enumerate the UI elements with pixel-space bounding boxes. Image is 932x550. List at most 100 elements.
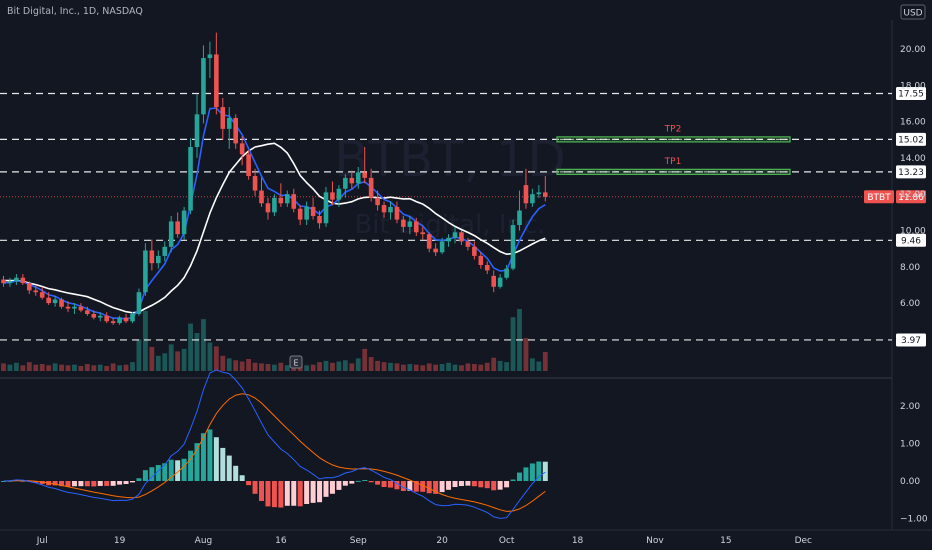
candle-body[interactable]: [272, 197, 277, 213]
candle-body[interactable]: [175, 221, 180, 235]
candle-body[interactable]: [510, 225, 516, 269]
candle-body[interactable]: [156, 255, 161, 264]
candle-body[interactable]: [65, 306, 71, 309]
candle-body[interactable]: [72, 306, 77, 309]
price-level-tag: [896, 333, 926, 347]
candle-body[interactable]: [252, 176, 258, 191]
candle-body[interactable]: [214, 54, 219, 108]
candle-body[interactable]: [330, 192, 335, 200]
candle-body[interactable]: [130, 313, 135, 322]
events-marker-label[interactable]: E: [293, 359, 298, 368]
candle-body[interactable]: [484, 264, 490, 271]
candle-body[interactable]: [188, 147, 193, 211]
candle-body[interactable]: [343, 177, 348, 189]
candle-body[interactable]: [20, 277, 26, 284]
volume-bar: [78, 365, 84, 371]
candle-body[interactable]: [355, 172, 361, 184]
candle-body[interactable]: [201, 58, 206, 115]
candle-body[interactable]: [46, 297, 51, 304]
candle-body[interactable]: [394, 206, 400, 220]
candle-body[interactable]: [168, 221, 174, 247]
candle-body[interactable]: [420, 232, 426, 235]
candle-body[interactable]: [388, 206, 393, 213]
candle-body[interactable]: [323, 192, 329, 224]
volume-bar: [362, 348, 368, 371]
events-marker[interactable]: [289, 355, 303, 369]
candle-body[interactable]: [233, 117, 238, 144]
candle-body[interactable]: [414, 221, 419, 233]
candle-body[interactable]: [194, 114, 200, 148]
candle-body[interactable]: [239, 143, 245, 155]
currency-box[interactable]: [900, 4, 926, 20]
candle-body[interactable]: [297, 208, 303, 220]
candle-body[interactable]: [504, 268, 509, 278]
candle-body[interactable]: [426, 234, 432, 249]
candle-body[interactable]: [181, 210, 187, 235]
candle-body[interactable]: [110, 321, 116, 324]
candle-body[interactable]: [349, 177, 355, 184]
target-zone[interactable]: [556, 168, 791, 176]
candle-body[interactable]: [530, 194, 535, 204]
candle-body[interactable]: [336, 188, 342, 200]
candle-body[interactable]: [91, 313, 97, 318]
candle-body[interactable]: [14, 277, 19, 282]
candle-body[interactable]: [478, 255, 484, 265]
candle-body[interactable]: [536, 192, 542, 195]
candle-body[interactable]: [517, 210, 522, 226]
candle-body[interactable]: [439, 241, 445, 253]
candle-body[interactable]: [459, 232, 464, 242]
candle-body[interactable]: [220, 107, 226, 129]
currency-label[interactable]: USD: [903, 9, 922, 19]
candle-body[interactable]: [368, 177, 374, 198]
candle-body[interactable]: [1, 279, 6, 284]
target-zone[interactable]: [556, 136, 791, 143]
candle-body[interactable]: [52, 299, 58, 304]
macd-histogram-bar: [536, 461, 542, 481]
candle-body[interactable]: [362, 172, 367, 178]
candle-body[interactable]: [401, 219, 406, 227]
candle-body[interactable]: [136, 292, 142, 314]
candle-body[interactable]: [39, 292, 45, 298]
candle-body[interactable]: [27, 283, 32, 291]
candle-body[interactable]: [278, 197, 284, 204]
candle-body[interactable]: [59, 299, 64, 307]
candle-body[interactable]: [162, 246, 168, 256]
candle-body[interactable]: [259, 190, 264, 204]
candle-body[interactable]: [310, 206, 316, 216]
candle-body[interactable]: [246, 154, 251, 177]
candle-body[interactable]: [117, 317, 122, 324]
candle-body[interactable]: [7, 281, 13, 284]
candle-body[interactable]: [523, 185, 529, 204]
candle-body[interactable]: [407, 221, 413, 227]
candle-body[interactable]: [317, 215, 322, 224]
candle-body[interactable]: [285, 194, 290, 204]
candle-body[interactable]: [304, 206, 309, 220]
candle-body[interactable]: [375, 197, 380, 206]
candle-body[interactable]: [104, 315, 109, 322]
candle-body[interactable]: [446, 237, 451, 242]
candle-body[interactable]: [465, 241, 471, 247]
candle-body[interactable]: [472, 246, 477, 256]
candle-body[interactable]: [265, 203, 271, 213]
candle-body[interactable]: [497, 277, 503, 287]
volume-bar: [459, 365, 464, 371]
candle-body[interactable]: [149, 250, 155, 264]
candle-body[interactable]: [381, 205, 387, 213]
candle-body[interactable]: [291, 194, 297, 209]
candle-body[interactable]: [78, 306, 84, 311]
candle-body[interactable]: [207, 54, 213, 59]
volume-bar: [194, 333, 200, 371]
candle-body[interactable]: [226, 117, 232, 129]
candle-body[interactable]: [543, 192, 548, 197]
candle-body[interactable]: [433, 248, 438, 253]
candle-body[interactable]: [491, 275, 496, 287]
candle-body[interactable]: [33, 290, 39, 293]
candle-body[interactable]: [85, 310, 90, 314]
macd-histogram-bar: [71, 481, 77, 487]
candle-body[interactable]: [123, 317, 129, 322]
candle-body[interactable]: [97, 315, 103, 318]
candle-body[interactable]: [452, 232, 458, 238]
candle-body[interactable]: [143, 250, 148, 293]
